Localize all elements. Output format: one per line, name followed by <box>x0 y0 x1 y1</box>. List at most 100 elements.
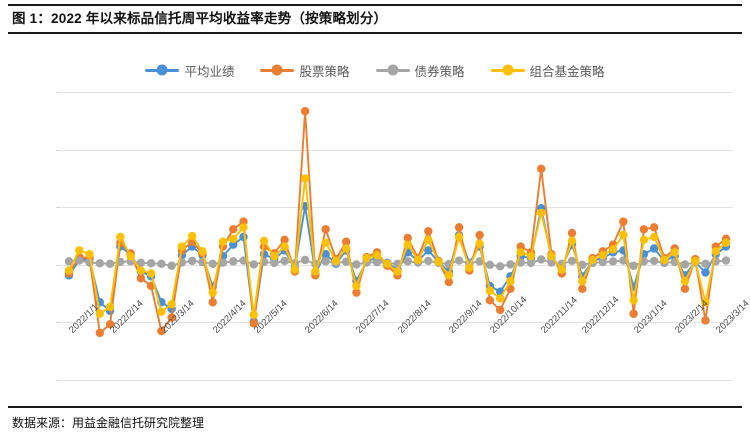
data-point <box>567 256 577 266</box>
chart-plot-area: 9.00%6.00%3.00%0.00%-3.00%-6.00% 2022/1/… <box>56 92 750 381</box>
source-rule <box>8 406 742 408</box>
data-point <box>229 225 238 234</box>
data-point <box>403 257 412 266</box>
data-point <box>608 257 618 266</box>
legend-item-1[interactable]: 平均业绩 <box>145 61 234 80</box>
legend-item-4[interactable]: 组合基金策略 <box>490 61 605 80</box>
legend-item-2[interactable]: 股票策略 <box>260 61 350 80</box>
data-point <box>280 235 289 245</box>
source-note: 数据来源：用益金融信托研究院整理 <box>12 416 205 430</box>
y-axis-tick-mark <box>56 322 61 324</box>
data-point <box>619 230 628 240</box>
data-point <box>578 260 587 269</box>
data-point <box>721 238 731 247</box>
legend-item-3[interactable]: 债券策略 <box>375 61 465 80</box>
data-point <box>495 305 505 315</box>
data-point <box>629 296 638 305</box>
data-point <box>239 223 248 232</box>
data-point <box>680 276 690 286</box>
data-point <box>526 251 536 261</box>
data-point <box>300 107 310 116</box>
data-point <box>485 286 495 295</box>
data-point <box>475 230 484 240</box>
data-point <box>434 257 443 267</box>
legend-label: 平均业绩 <box>184 64 235 79</box>
data-point <box>157 326 166 336</box>
gridline <box>62 149 733 151</box>
data-point <box>136 258 146 268</box>
data-point <box>116 257 125 267</box>
y-axis-tick-mark <box>56 264 61 266</box>
data-point <box>619 217 628 226</box>
data-point <box>598 251 608 260</box>
data-point <box>372 257 382 267</box>
data-point <box>680 284 690 293</box>
y-axis-tick-mark <box>56 380 61 381</box>
data-point <box>701 268 710 277</box>
data-point <box>136 274 146 283</box>
data-point <box>270 251 279 261</box>
data-point <box>639 235 649 245</box>
data-point <box>167 313 176 322</box>
series-3 <box>64 255 731 271</box>
legend-swatch-icon <box>490 64 525 76</box>
data-point <box>95 328 104 338</box>
data-point <box>578 276 587 286</box>
data-point <box>454 223 464 232</box>
legend-marker-icon <box>502 64 514 76</box>
data-point <box>475 257 484 266</box>
data-point <box>547 251 556 261</box>
data-point <box>64 257 74 266</box>
data-point <box>598 257 608 267</box>
gridline <box>62 207 733 209</box>
data-point <box>608 245 618 254</box>
data-point <box>619 256 628 265</box>
data-point <box>167 299 176 309</box>
data-point <box>649 223 659 232</box>
data-point <box>557 265 566 274</box>
data-point <box>506 284 515 293</box>
data-point <box>249 310 258 319</box>
data-point <box>516 248 525 257</box>
data-point <box>711 247 720 256</box>
data-point <box>567 228 577 238</box>
legend-swatch-icon <box>145 64 180 76</box>
series-line <box>68 177 727 316</box>
data-point <box>280 256 289 266</box>
data-point <box>639 225 649 234</box>
data-point <box>300 255 310 265</box>
data-point <box>649 244 659 253</box>
data-point <box>64 266 74 275</box>
title-rule-bottom <box>8 32 742 34</box>
data-point <box>516 242 525 251</box>
data-point <box>75 246 84 255</box>
data-point <box>290 265 300 274</box>
data-point <box>126 251 135 261</box>
data-point <box>331 256 341 266</box>
series-layer <box>64 107 731 338</box>
data-point <box>680 260 690 269</box>
data-point <box>393 267 402 276</box>
data-point <box>372 251 382 260</box>
data-point <box>506 260 515 269</box>
legend-label: 组合基金策略 <box>529 64 605 79</box>
series-4 <box>64 174 731 319</box>
data-point <box>341 244 351 253</box>
data-point <box>229 257 238 266</box>
data-point <box>341 237 351 246</box>
data-point <box>424 227 433 236</box>
data-point <box>259 236 269 245</box>
data-point <box>249 319 258 328</box>
data-point <box>85 250 94 259</box>
data-point <box>208 259 217 269</box>
data-point <box>588 255 597 265</box>
data-point <box>75 256 84 265</box>
legend-marker-icon <box>156 64 168 76</box>
data-point <box>187 231 197 241</box>
data-point <box>105 302 115 312</box>
data-point <box>105 320 115 329</box>
data-point <box>136 266 146 275</box>
data-point <box>300 174 310 183</box>
data-point <box>537 255 546 264</box>
